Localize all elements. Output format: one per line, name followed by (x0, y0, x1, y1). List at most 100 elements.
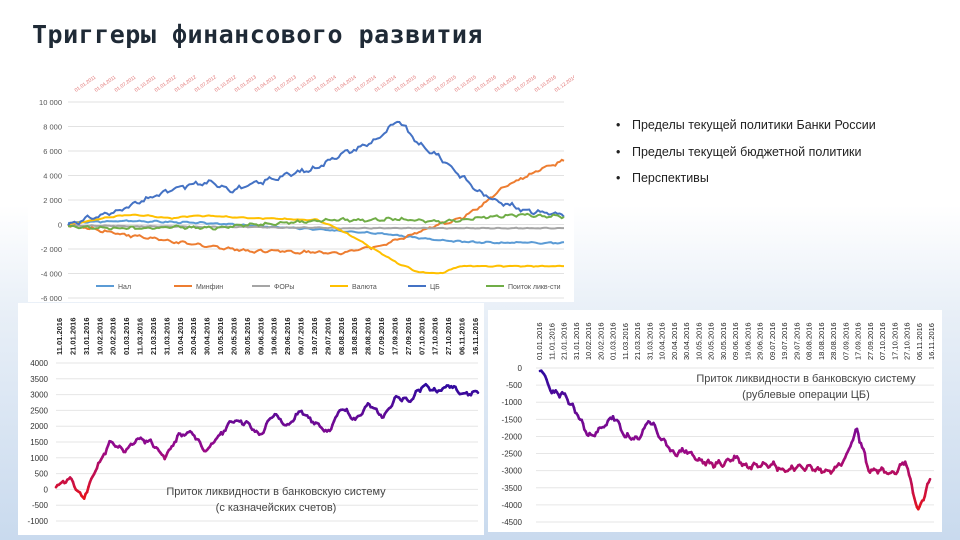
x-tick-label: 18.08.2016 (350, 317, 359, 355)
x-tick-label: 30.05.2016 (243, 317, 252, 355)
series-line (67, 212, 565, 231)
y-tick-label: -3500 (502, 484, 523, 493)
x-tick-label: 31.03.2016 (162, 317, 171, 355)
x-tick-label: 21.03.2016 (149, 317, 158, 355)
bullet-item: Пределы текущей политики Банки России (632, 118, 876, 132)
series-line (67, 213, 564, 275)
x-tick-label: 20.04.2016 (189, 317, 198, 355)
y-tick-label: -2000 (502, 432, 523, 441)
y-tick-label: -1000 (502, 398, 523, 407)
legend-label: Поиток ликв-сти (508, 284, 561, 291)
x-tick-label: 08.08.2016 (805, 322, 814, 360)
y-tick-label: 0 (58, 221, 62, 230)
y-tick-label: 1000 (30, 454, 48, 463)
series-line (67, 224, 564, 230)
series-line (67, 120, 565, 226)
x-tick-label: 07.09.2016 (841, 322, 850, 360)
x-tick-label: 31.01.2016 (82, 317, 91, 355)
x-tick-label: 29.07.2016 (323, 317, 332, 355)
top-chart-svg: 10 000 8 000 6 000 4 000 2 000 0 -2 000 -4 000 -… (39, 74, 578, 303)
x-tick-label: 20.02.2016 (596, 322, 605, 360)
x-tick-label: 11.01.2016 (547, 323, 556, 360)
legend-label: Валюта (352, 284, 377, 291)
x-tick-label: 07.10.2016 (417, 317, 426, 355)
y-tick-label: 6 000 (43, 147, 62, 156)
x-tick-label: 27.10.2016 (903, 322, 912, 360)
x-tick-label: 21.01.2016 (560, 322, 569, 360)
x-tick-label: 27.09.2016 (866, 322, 875, 360)
legend-label: ФОРы (274, 284, 294, 291)
series-segment (910, 483, 915, 495)
y-tick-label: 4000 (30, 359, 48, 368)
x-tick-label: 09.07.2016 (297, 317, 306, 355)
y-tick-label: 1500 (30, 438, 48, 447)
x-tick-label: 29.06.2016 (756, 322, 765, 360)
x-tick-label: 17.10.2016 (431, 317, 440, 355)
x-tick-label: 17.09.2016 (390, 317, 399, 355)
treasury-liquidity-chart-svg: 4000 3500 3000 2500 2000 1500 1000 500 0 -500 -100… (28, 317, 480, 526)
x-tick-label: 17.10.2016 (890, 322, 899, 360)
y-tick-label: 8 000 (43, 123, 62, 132)
y-tick-label: 0 (518, 364, 523, 373)
y-tick-label: 2 000 (43, 196, 62, 205)
x-tick-label: 09.06.2016 (256, 317, 265, 355)
page-title: Триггеры финансового развития (32, 20, 483, 49)
series-segment (856, 432, 861, 444)
x-tick-label: 11.03.2016 (136, 318, 145, 355)
chart-title: (рублевые операции ЦБ) (742, 389, 870, 401)
x-tick-label: 09.07.2016 (768, 322, 777, 360)
x-tick-label: 28.08.2016 (364, 317, 373, 355)
legend-label: Минфин (196, 284, 223, 291)
y-tick-label: -2 000 (41, 245, 62, 254)
top-chart: 10 000 8 000 6 000 4 000 2 000 0 -2 000 -4 000 -… (28, 70, 578, 303)
bullet-item: Перспективы (632, 171, 876, 185)
x-tick-label: 31.01.2016 (572, 322, 581, 360)
chart-title: Приток ликвидности в банковскую систему (166, 486, 386, 498)
y-tick-label: 10 000 (39, 98, 62, 107)
y-tick-label: -6 000 (41, 294, 62, 302)
series-line (67, 158, 565, 256)
chart-title: (с казначейских счетов) (216, 502, 337, 514)
treasury-liquidity-chart: 4000 3500 3000 2500 2000 1500 1000 500 0 -500 -100… (18, 303, 484, 535)
y-tick-label: -4000 (502, 501, 523, 510)
x-tick-label: 30.04.2016 (203, 317, 212, 355)
x-tick-label: 18.08.2016 (817, 322, 826, 360)
x-tick-label: 21.03.2016 (633, 322, 642, 360)
x-tick-label: 10.05.2016 (694, 322, 703, 360)
legend-label: Нал (118, 284, 131, 291)
x-tick-label: 16.11.2016 (927, 323, 936, 360)
y-tick-label: 2500 (30, 406, 48, 415)
x-tick-label: 01.03.2016 (609, 322, 618, 360)
y-tick-label: 3000 (30, 391, 48, 400)
x-tick-label: 06.11.2016 (458, 318, 467, 355)
y-tick-label: -1500 (502, 415, 523, 424)
chart-title: Приток ликвидности в банковскую систему (696, 373, 916, 385)
y-tick-label: 4 000 (43, 172, 62, 181)
x-tick-label: 27.10.2016 (444, 317, 453, 355)
y-tick-label: 3500 (30, 375, 48, 384)
series-segment (475, 390, 480, 394)
x-tick-label: 01.01.2016 (535, 322, 544, 360)
x-tick-label: 11.03.2016 (621, 323, 630, 360)
series-segment (863, 451, 868, 464)
x-tick-label: 17.09.2016 (854, 322, 863, 360)
series-line (67, 219, 565, 245)
x-tick-label: 30.04.2016 (682, 322, 691, 360)
x-tick-label: 28.08.2016 (829, 322, 838, 360)
x-tick-label: 29.06.2016 (283, 317, 292, 355)
x-tick-label: 06.11.2016 (915, 323, 924, 360)
x-tick-label: 21.01.2016 (68, 317, 77, 355)
y-tick-label: -3000 (502, 467, 523, 476)
x-tick-label: 19.07.2016 (780, 322, 789, 360)
x-tick-label: 30.05.2016 (719, 322, 728, 360)
series-segment (927, 477, 932, 484)
x-tick-label: 20.05.2016 (707, 322, 716, 360)
cb-liquidity-chart-svg: 0 -500 -1000 -1500 -2000 -2500 -3000 -3500 -4000… (502, 322, 936, 527)
x-tick-label: 10.04.2016 (658, 322, 667, 360)
x-tick-label: 11.01.2016 (55, 318, 64, 355)
bullet-item: Пределы текущей бюджетной политики (632, 145, 876, 159)
x-tick-label: 20.02.2016 (109, 317, 118, 355)
cb-liquidity-chart: 0 -500 -1000 -1500 -2000 -2500 -3000 -3500 -4000… (488, 310, 942, 532)
legend-label: ЦБ (430, 284, 440, 291)
y-tick-label: 500 (35, 470, 49, 479)
